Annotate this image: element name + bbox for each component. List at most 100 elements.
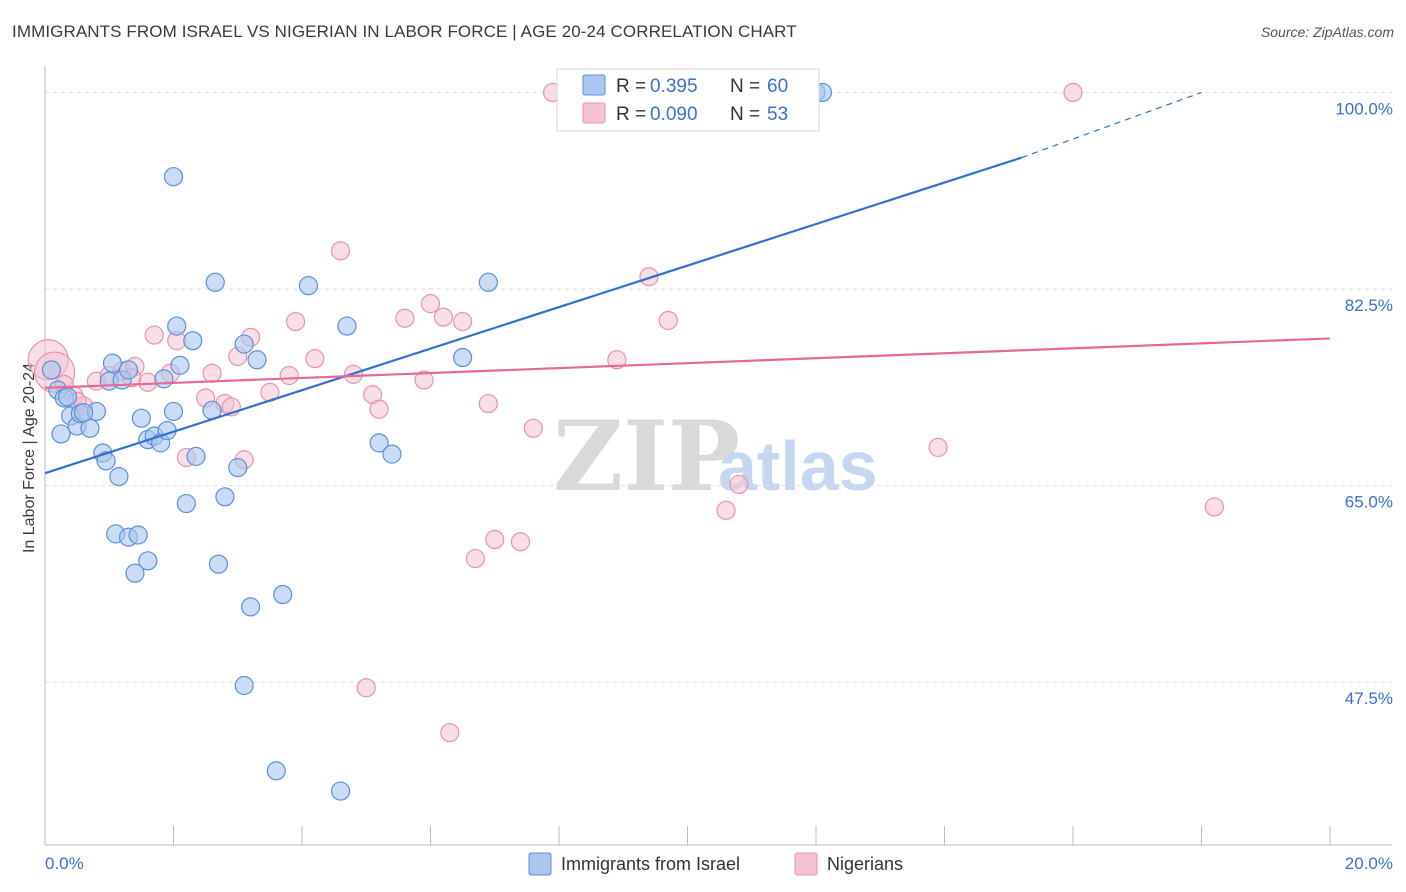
israel-point-36: [163, 167, 184, 187]
israel-point-26: [186, 446, 206, 466]
nigerian-point-31: [433, 307, 453, 327]
chart-source: Source: ZipAtlas.com: [1260, 24, 1394, 40]
bottom-legend-israel-swatch: [528, 852, 552, 876]
y-tick-label-3: 47.5%: [1345, 689, 1393, 708]
y-tick-label-0: 100.0%: [1335, 99, 1393, 118]
nigerian-n-value: 53: [767, 104, 788, 125]
axes: [44, 66, 1392, 846]
israel-legend-swatch: [582, 74, 606, 96]
bottom-legend-nigerian-label: Nigerians: [827, 854, 903, 874]
israel-point-23: [170, 355, 190, 375]
israel-point-59: [73, 402, 94, 423]
israel-point-34: [241, 597, 261, 617]
nigerian-point-46: [1204, 497, 1224, 517]
nigerian-point-33: [465, 548, 486, 569]
trend-lines: [44, 91, 1331, 475]
israel-point-10: [96, 451, 116, 471]
israel-point-13: [102, 353, 123, 373]
nigerian-point-21: [279, 365, 299, 386]
nigerian-point-29: [414, 370, 434, 390]
israel-point-0: [41, 360, 62, 380]
israel-point-15: [118, 360, 139, 380]
israel-point-32: [234, 334, 254, 354]
nigerian-point-28: [395, 308, 415, 328]
israel-point-31: [228, 458, 248, 478]
nigerian-r-value: 0.090: [650, 104, 698, 125]
chart-title: IMMIGRANTS FROM ISRAEL VS NIGERIAN IN LA…: [12, 22, 797, 41]
nigerian-point-44: [729, 474, 749, 495]
israel-point-3: [51, 424, 71, 444]
y-tick-labels: 100.0% 82.5% 65.0% 47.5%: [1335, 99, 1393, 708]
y-tick-label-2: 65.0%: [1345, 493, 1393, 512]
israel-points: [41, 82, 833, 801]
israel-point-49: [234, 675, 254, 696]
nigerian-point-41: [639, 267, 659, 287]
nigerian-point-39: [440, 723, 460, 743]
israel-r-label: R =: [616, 76, 646, 97]
israel-point-33: [247, 350, 267, 370]
israel-point-24: [167, 316, 187, 336]
israel-point-11: [109, 466, 129, 487]
y-axis-label: In Labor Force | Age 20-24: [21, 363, 38, 553]
israel-point-40: [369, 433, 389, 453]
stats-legend: R = 0.395 N = 60 R = 0.090 N = 53: [556, 68, 820, 132]
israel-point-46: [128, 525, 148, 545]
nigerian-trend-line: [44, 337, 1331, 389]
israel-n-value: 60: [767, 76, 788, 97]
y-tick-label-1: 82.5%: [1345, 296, 1393, 315]
nigerian-point-40: [607, 350, 627, 370]
x-tick-label-1: 20.0%: [1345, 854, 1393, 873]
israel-trend-line: [44, 156, 1022, 475]
israel-point-47: [125, 563, 145, 583]
israel-point-16: [131, 408, 151, 428]
israel-point-43: [478, 272, 498, 292]
nigerian-r-label: R =: [616, 104, 646, 125]
nigerian-point-10: [144, 325, 164, 345]
israel-r-value: 0.395: [650, 76, 698, 97]
x-tick-label-0: 0.0%: [45, 854, 84, 873]
nigerian-point-37: [523, 418, 543, 438]
israel-point-22: [163, 401, 184, 422]
israel-n-label: N =: [730, 76, 760, 97]
nigerian-point-34: [478, 393, 498, 414]
bottom-legend-israel-label: Immigrants from Israel: [561, 854, 740, 874]
israel-point-41: [382, 444, 402, 464]
israel-point-37: [205, 272, 225, 292]
nigerian-point-22: [285, 311, 306, 332]
israel-point-48: [138, 551, 158, 571]
grid-lines: [45, 91, 1392, 683]
bottom-legend: Immigrants from Israel Nigerians: [528, 852, 903, 876]
x-tick-labels: 0.0% 20.0%: [45, 854, 1393, 873]
israel-point-35: [273, 584, 293, 605]
nigerian-point-38: [356, 678, 376, 698]
israel-point-50: [266, 761, 286, 781]
nigerian-point-30: [420, 294, 441, 314]
israel-point-58: [57, 387, 78, 407]
watermark-zip: ZIP: [553, 400, 740, 513]
israel-point-21: [154, 369, 174, 389]
nigerian-point-42: [658, 310, 678, 331]
israel-point-30: [215, 487, 235, 507]
nigerian-point-27: [369, 399, 389, 419]
nigerian-point-36: [510, 532, 531, 552]
israel-point-38: [298, 276, 319, 296]
nigerian-point-45: [928, 437, 948, 457]
israel-point-51: [330, 781, 351, 801]
nigerian-point-35: [485, 529, 505, 550]
nigerian-point-24: [330, 241, 351, 261]
bottom-legend-nigerian-swatch: [794, 852, 818, 876]
israel-point-29: [208, 554, 229, 574]
israel-trend-extension: [1021, 91, 1202, 159]
nigerian-point-32: [453, 311, 473, 332]
nigerian-legend-swatch: [582, 102, 606, 124]
israel-point-42: [453, 347, 473, 368]
nigerian-point-49: [1063, 82, 1083, 103]
nigerian-point-23: [305, 349, 325, 369]
israel-point-27: [176, 493, 196, 514]
israel-point-25: [183, 331, 203, 351]
nigerian-point-15: [202, 363, 222, 383]
nigerian-n-label: N =: [730, 104, 760, 125]
nigerian-point-9: [138, 372, 158, 392]
nigerian-point-43: [716, 500, 736, 520]
